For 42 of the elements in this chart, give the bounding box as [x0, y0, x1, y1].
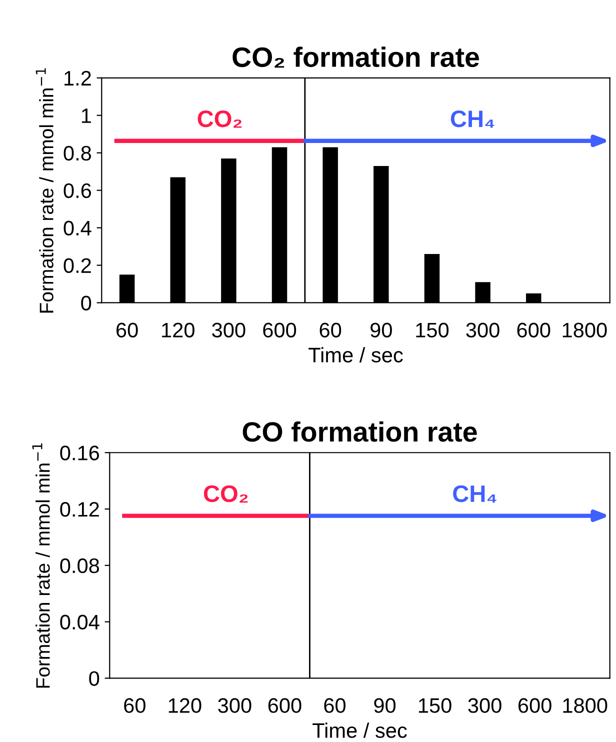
y-tick-label: 0.08 — [60, 558, 100, 574]
chart-title: CO₂ formation rate — [232, 46, 480, 68]
annotation: CH₄ — [450, 110, 494, 128]
y-tick-label: 0.04 — [60, 614, 100, 630]
x-tick-label: 90 — [374, 698, 396, 713]
y-tick-label: 0.16 — [60, 446, 100, 460]
y-tick-label: 0 — [89, 671, 100, 686]
x-tick-label: 300 — [466, 322, 500, 338]
x-tick-label: 150 — [416, 322, 449, 338]
y-tick-label: 0.6 — [64, 183, 92, 198]
y-axis-title: Formation rate / mmol min$^{−1}$ — [32, 443, 50, 688]
x-tick-label: 120 — [162, 322, 194, 338]
x-tick-label: 600 — [517, 322, 550, 338]
x-tick-label: 600 — [263, 322, 296, 338]
x-tick-label: 90 — [370, 322, 392, 338]
y-tick-label: 0 — [81, 296, 92, 310]
x-tick-label: 300 — [468, 698, 502, 713]
y-axis-title: Formation rate / mmol min$^{−1}$ — [36, 68, 54, 313]
x-axis-title: Time / sec — [308, 347, 403, 362]
x-tick-label: 1800 — [563, 698, 608, 713]
x-tick-label: 120 — [168, 698, 202, 713]
x-tick-label: 60 — [116, 322, 138, 338]
y-tick-label: 0.8 — [64, 146, 92, 161]
x-tick-label: 1800 — [562, 322, 607, 338]
x-tick-label: 60 — [320, 322, 342, 338]
y-tick-label: 1.2 — [64, 70, 91, 86]
y-tick-label: 0.12 — [60, 502, 99, 517]
annotation: CO₂ — [204, 485, 248, 503]
chart-title: CO formation rate — [242, 421, 477, 442]
x-axis-title: Time / sec — [312, 722, 407, 738]
x-tick-label: 60 — [124, 698, 146, 713]
x-tick-label: 600 — [268, 698, 302, 713]
x-tick-label: 150 — [418, 698, 452, 713]
x-tick-label: 600 — [518, 698, 552, 713]
y-tick-label: 1 — [82, 108, 91, 123]
y-tick-label: 0.4 — [64, 220, 92, 236]
y-tick-label: 0.2 — [64, 258, 91, 274]
x-tick-label: 300 — [212, 322, 246, 338]
x-tick-label: 300 — [218, 698, 252, 713]
x-tick-label: 60 — [324, 698, 346, 713]
annotation: CH₄ — [453, 485, 496, 503]
annotation: CO₂ — [198, 110, 242, 128]
